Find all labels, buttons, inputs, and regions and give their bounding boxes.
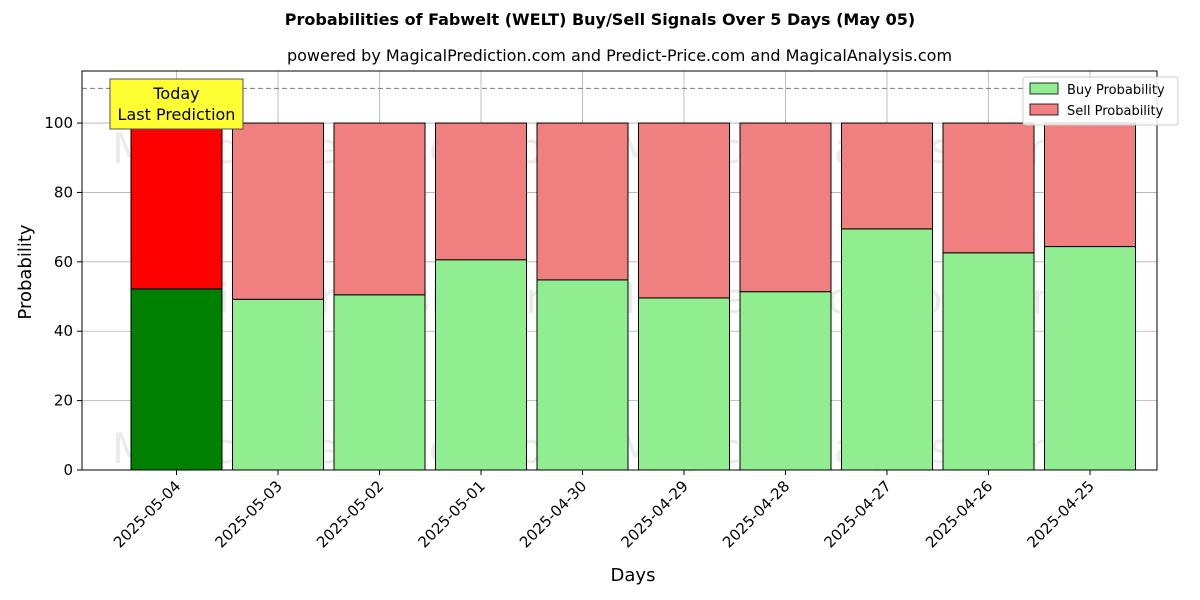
legend-label-sell: Sell Probability bbox=[1067, 104, 1164, 119]
chart-title: Probabilities of Fabwelt (WELT) Buy/Sell… bbox=[284, 10, 916, 29]
x-tick-label: 2025-04-25 bbox=[1023, 477, 1097, 551]
x-tick-label: 2025-04-26 bbox=[922, 477, 996, 551]
legend-frame bbox=[1022, 76, 1179, 126]
legend-label-buy: Buy Probability bbox=[1067, 83, 1165, 98]
bar-sell-2025-04-26 bbox=[942, 122, 1035, 254]
y-tick-label: 60 bbox=[54, 253, 73, 271]
x-tick-label: 2025-05-01 bbox=[414, 477, 488, 551]
x-tick-label: 2025-04-28 bbox=[719, 477, 793, 551]
y-tick-label: 100 bbox=[44, 114, 73, 132]
bar-sell-2025-05-04 bbox=[130, 122, 223, 290]
legend-swatch-sell bbox=[1029, 103, 1059, 116]
bar-buy-2025-05-04 bbox=[130, 288, 223, 471]
bar-sell-2025-05-01 bbox=[435, 122, 527, 261]
y-tick-label: 80 bbox=[54, 183, 73, 201]
bar-sell-2025-04-29 bbox=[638, 122, 730, 299]
x-ticks: 2025-05-04 2025-05-03 2025-05-02 2025-05-01… bbox=[110, 470, 1098, 551]
x-tick-label: 2025-04-30 bbox=[516, 477, 590, 551]
bar-layer bbox=[130, 122, 1136, 471]
bar-buy-2025-05-01 bbox=[435, 259, 527, 471]
x-tick-label: 2025-05-03 bbox=[211, 477, 285, 551]
bar-sell-2025-04-25 bbox=[1044, 122, 1136, 248]
bar-buy-2025-04-26 bbox=[942, 252, 1035, 471]
y-tick-label: 0 bbox=[63, 461, 73, 479]
y-tick-label: 40 bbox=[54, 322, 73, 340]
bar-sell-2025-04-30 bbox=[536, 122, 629, 281]
bar-sell-2025-05-03 bbox=[232, 122, 324, 300]
bar-buy-2025-05-03 bbox=[232, 298, 324, 471]
x-tick-label: 2025-04-29 bbox=[617, 477, 691, 551]
legend-swatch-buy bbox=[1029, 82, 1059, 95]
today-annotation: Today Last Prediction bbox=[109, 78, 244, 130]
bar-buy-2025-04-30 bbox=[536, 279, 629, 471]
x-axis-label: Days bbox=[611, 565, 656, 586]
bar-buy-2025-04-27 bbox=[841, 228, 933, 471]
bar-buy-2025-04-29 bbox=[638, 297, 730, 471]
bar-sell-2025-04-27 bbox=[841, 122, 933, 230]
x-tick-label: 2025-05-04 bbox=[110, 477, 184, 551]
bar-sell-2025-05-02 bbox=[333, 122, 426, 296]
y-ticks: 0 20 40 60 80 100 bbox=[44, 114, 82, 479]
bar-buy-2025-05-02 bbox=[333, 294, 426, 471]
annotation-line-last-prediction: Last Prediction bbox=[118, 105, 236, 124]
bar-buy-2025-04-28 bbox=[739, 291, 832, 471]
chart-subtitle: powered by MagicalPrediction.com and Pre… bbox=[286, 46, 953, 65]
annotation-line-today: Today bbox=[152, 84, 199, 103]
x-tick-label: 2025-05-02 bbox=[313, 477, 387, 551]
y-axis-label: Probability bbox=[15, 224, 36, 319]
bar-buy-2025-04-25 bbox=[1044, 246, 1136, 471]
y-tick-label: 20 bbox=[54, 392, 73, 410]
plot-frame bbox=[81, 70, 1158, 471]
annotation-box bbox=[109, 78, 244, 130]
x-tick-label: 2025-04-27 bbox=[820, 477, 894, 551]
bar-sell-2025-04-28 bbox=[739, 122, 832, 293]
legend: Buy Probability Sell Probability bbox=[1022, 76, 1179, 126]
